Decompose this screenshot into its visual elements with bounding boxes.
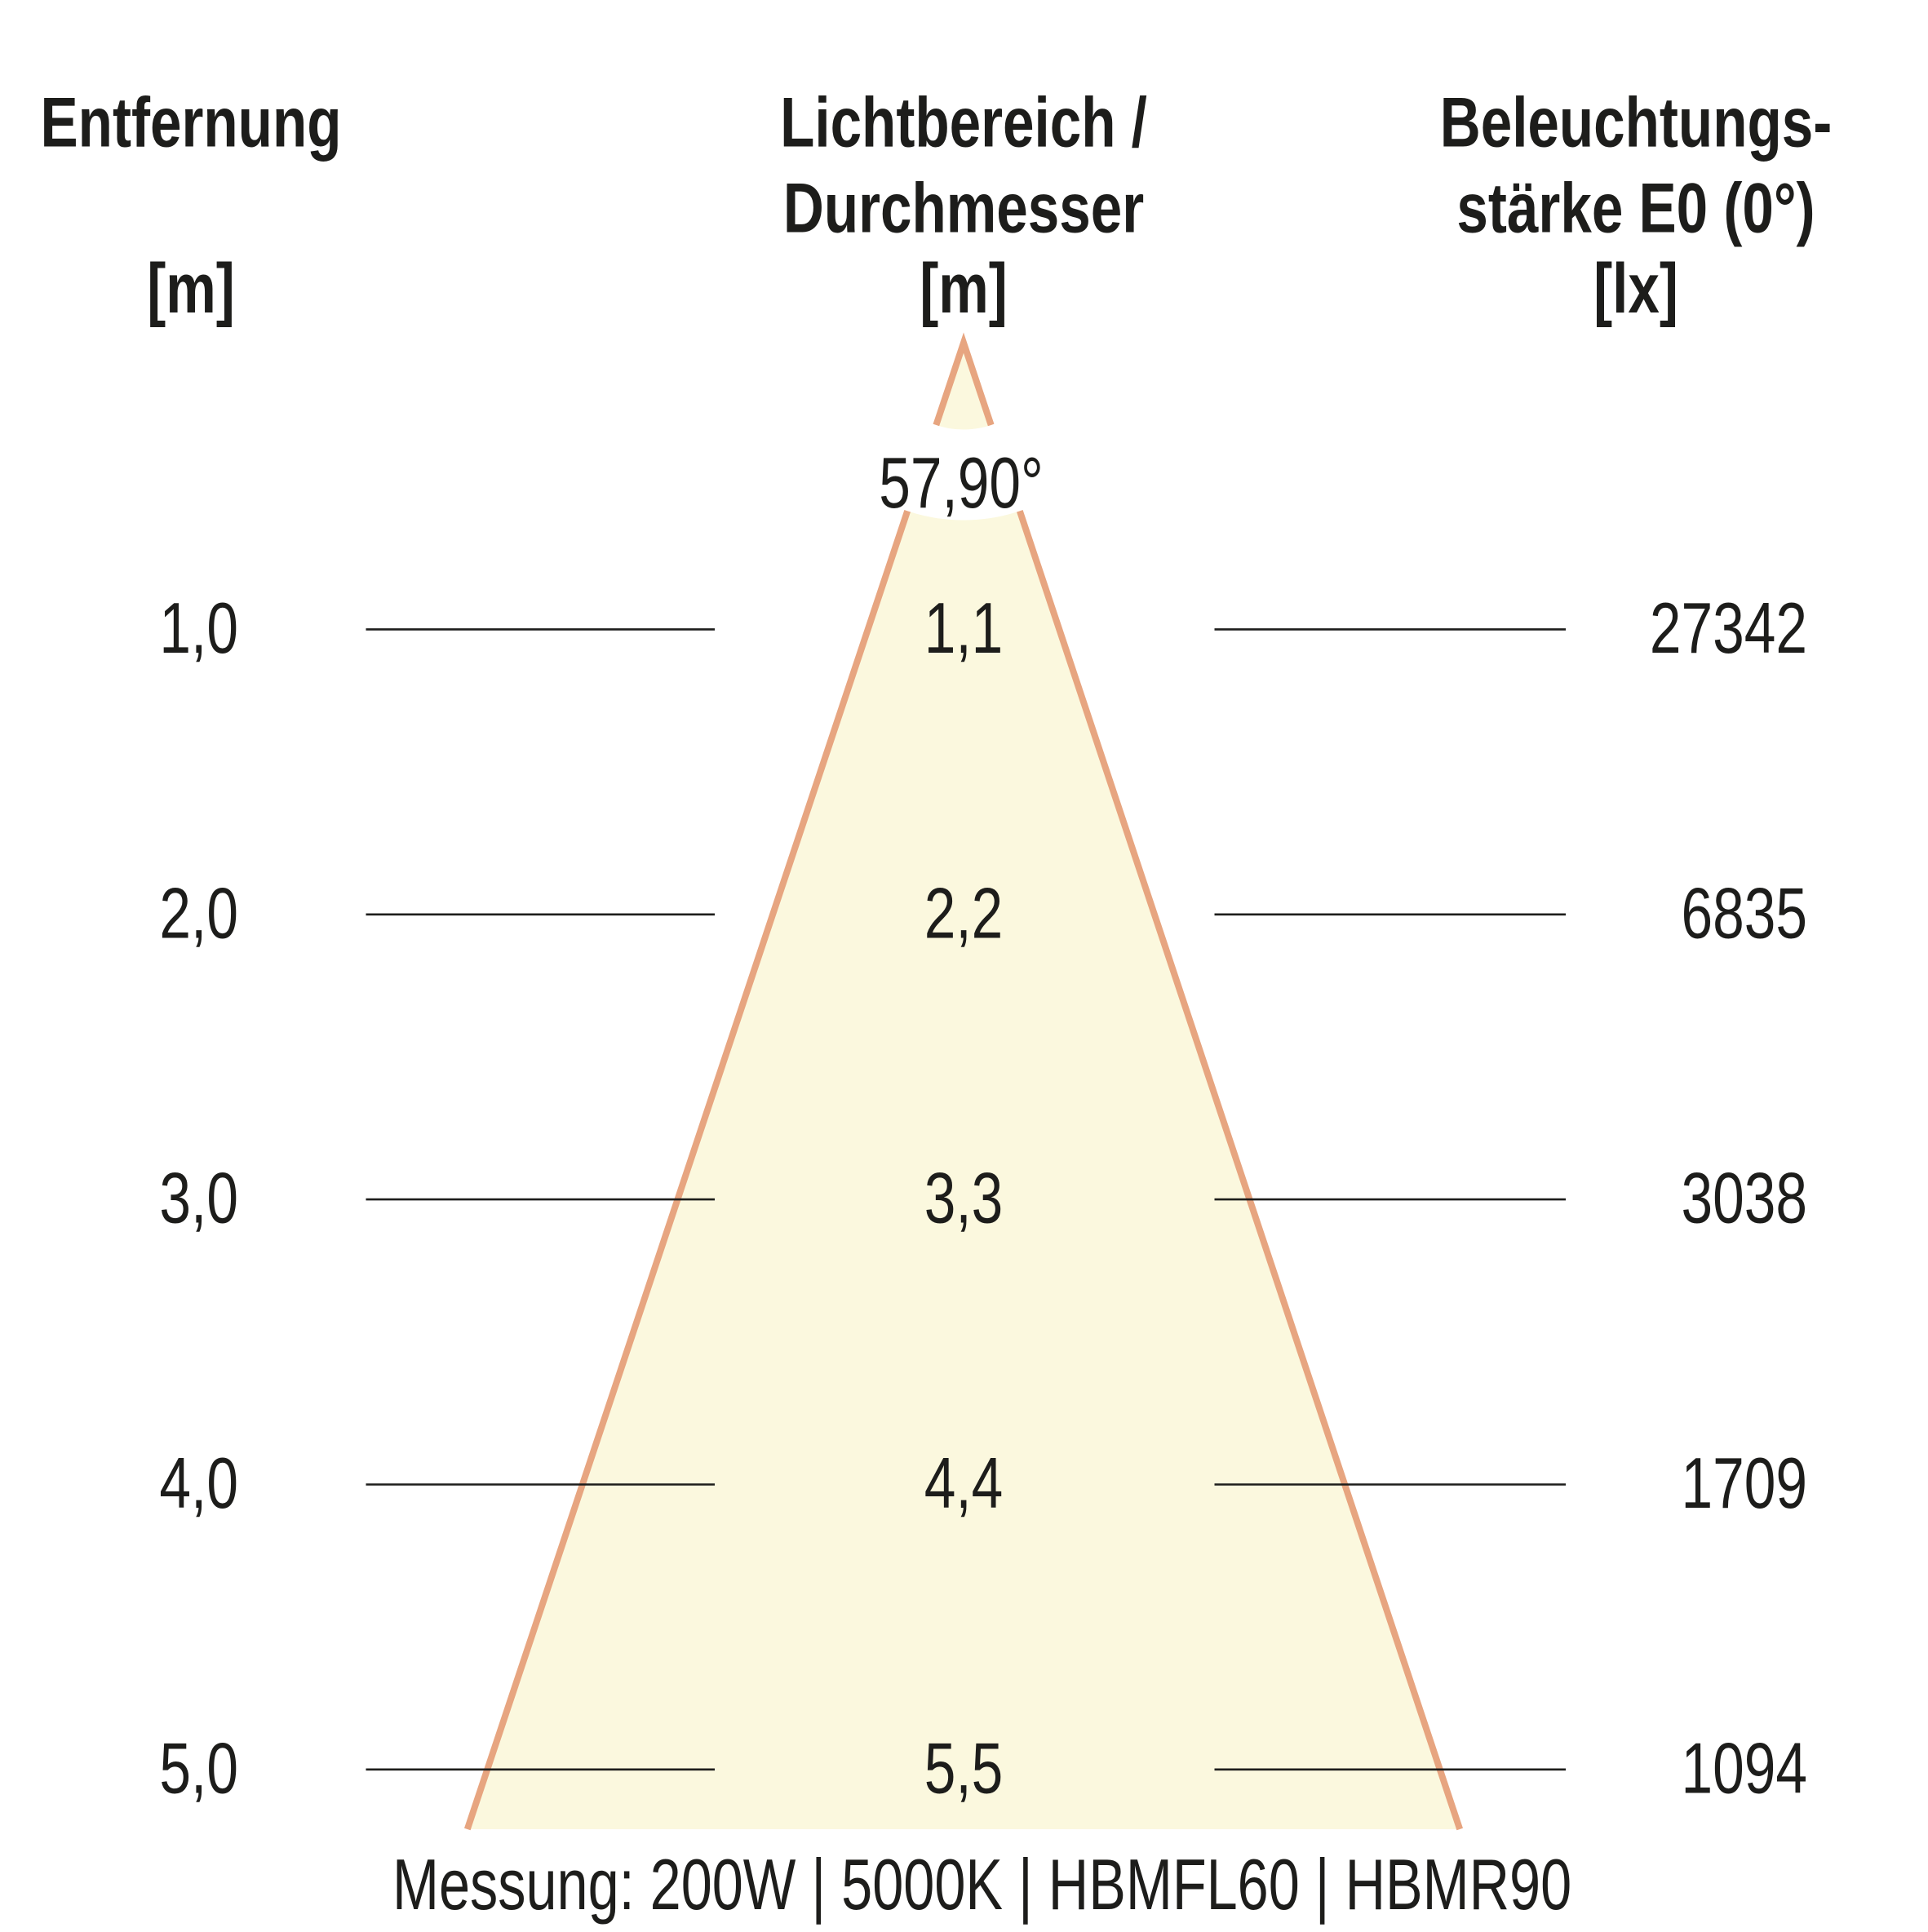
svg-text:Durchmesser: Durchmesser xyxy=(783,168,1144,247)
svg-text:2,2: 2,2 xyxy=(924,872,1004,953)
svg-text:27342: 27342 xyxy=(1650,587,1807,668)
svg-text:4,4: 4,4 xyxy=(924,1442,1004,1523)
svg-text:Lichtbereich /: Lichtbereich / xyxy=(780,82,1147,162)
svg-text:4,0: 4,0 xyxy=(159,1442,238,1523)
svg-text:2,0: 2,0 xyxy=(159,872,238,953)
svg-text:[m]: [m] xyxy=(147,249,235,328)
svg-text:Entfernung: Entfernung xyxy=(41,82,342,162)
svg-text:Messung: 200W | 5000K | HBMFL6: Messung: 200W | 5000K | HBMFL60 | HBMR90 xyxy=(392,1843,1571,1925)
svg-text:3,3: 3,3 xyxy=(924,1158,1004,1239)
svg-text:5,5: 5,5 xyxy=(924,1727,1004,1808)
svg-text:3038: 3038 xyxy=(1681,1158,1807,1239)
svg-text:[m]: [m] xyxy=(920,249,1008,328)
svg-text:1,0: 1,0 xyxy=(159,587,238,668)
svg-text:[lx]: [lx] xyxy=(1593,249,1678,328)
svg-text:57,90°: 57,90° xyxy=(879,442,1044,523)
svg-text:3,0: 3,0 xyxy=(159,1158,238,1239)
svg-text:1709: 1709 xyxy=(1681,1442,1807,1523)
svg-text:1,1: 1,1 xyxy=(924,587,1004,668)
svg-text:1094: 1094 xyxy=(1681,1727,1807,1808)
svg-text:5,0: 5,0 xyxy=(159,1727,238,1808)
svg-text:Beleuchtungs-: Beleuchtungs- xyxy=(1440,82,1832,162)
svg-text:6835: 6835 xyxy=(1681,872,1807,953)
svg-text:stärke E0 (0°): stärke E0 (0°) xyxy=(1456,168,1815,247)
